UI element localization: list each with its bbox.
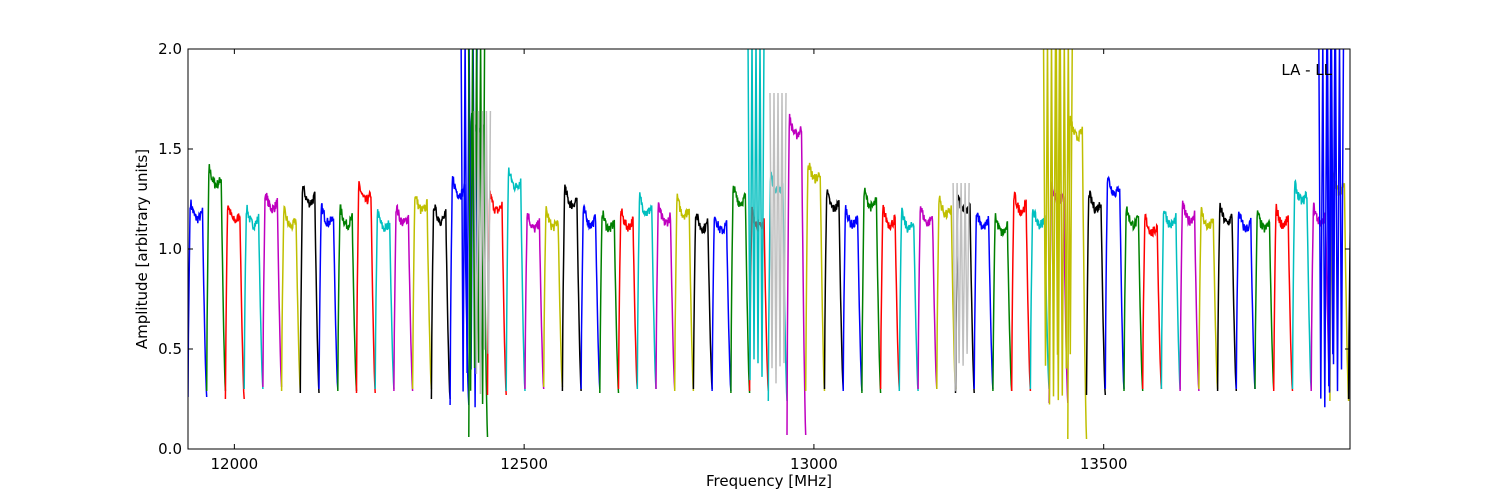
rfi-spike [473, 110, 492, 395]
channel-curve [524, 212, 545, 390]
channel-curve [355, 181, 376, 394]
channel-curve [224, 205, 245, 400]
channel-curve [374, 209, 395, 390]
y-tick-label: 2.0 [158, 40, 182, 58]
y-tick-label: 0.5 [158, 340, 182, 358]
channel-curve [411, 196, 433, 390]
channel-curve [917, 206, 938, 390]
rfi-spike [769, 92, 787, 384]
channel-curve [1141, 213, 1163, 390]
channel-curve [861, 187, 882, 394]
y-tick-label: 0.0 [158, 440, 182, 458]
x-tick-label: 13500 [1080, 455, 1128, 473]
channel-curve [1010, 191, 1032, 392]
channel-curve [804, 162, 826, 392]
channel-curve [449, 175, 470, 406]
channel-curve [505, 167, 526, 392]
channel-curve [393, 203, 414, 392]
y-axis-label: Amplitude [arbitrary units] [133, 149, 151, 349]
rfi-spike [747, 49, 765, 381]
channel-curve [1291, 179, 1312, 390]
channel-curve [299, 185, 320, 394]
channel-curve [673, 193, 695, 392]
channel-curve [1235, 211, 1256, 390]
channel-curve [992, 213, 1013, 392]
chart-annotation: LA - LL [1281, 61, 1332, 79]
rfi-spike [1055, 49, 1073, 401]
channel-curve [879, 204, 901, 390]
rfi-spike [1326, 49, 1345, 393]
y-tick-label: 1.5 [158, 140, 182, 158]
channel-curve [1198, 206, 1219, 390]
channel-curve [542, 206, 564, 388]
channel-curve [1254, 210, 1275, 390]
channel-curve [188, 199, 208, 398]
channel-curve [243, 204, 264, 390]
channel-curve [1085, 190, 1107, 396]
x-tick-label: 12000 [211, 455, 259, 473]
channel-curve [898, 207, 919, 392]
channel-curve [1179, 200, 1200, 392]
channel-curve [730, 185, 751, 394]
x-tick-label: 12500 [500, 455, 548, 473]
channel-curve [599, 210, 620, 394]
series-layer [188, 49, 1350, 440]
channel-curve [1216, 202, 1238, 392]
channel-curve [842, 205, 863, 392]
channel-curve [280, 205, 302, 392]
x-tick-label: 13000 [790, 455, 838, 473]
channel-curve [936, 195, 957, 390]
channel-curve [318, 203, 339, 390]
channel-curve [1123, 206, 1144, 392]
ticks-layer: 12000 12500 13000 13500 0.0 0.5 1.0 1.5 2.0 [158, 40, 1350, 473]
channel-curve [486, 190, 507, 396]
channel-curve [655, 202, 676, 390]
rfi-spike [952, 182, 970, 392]
channel-curve [205, 164, 227, 392]
channel-curve [561, 184, 582, 392]
channel-curve [973, 212, 994, 390]
channel-curve [823, 189, 844, 390]
channel-curve [786, 113, 807, 436]
y-tick-label: 1.0 [158, 240, 182, 258]
channel-curve [692, 213, 713, 390]
channel-curve [1160, 210, 1181, 390]
channel-curve [1272, 203, 1294, 392]
channel-curve [580, 203, 601, 390]
channel-curve [711, 216, 732, 392]
channel-curve [617, 208, 639, 390]
x-axis-label: Frequency [MHz] [706, 472, 832, 490]
channel-curve [1067, 115, 1088, 440]
channel-curve [262, 192, 283, 388]
channel-curve [636, 192, 657, 390]
channel-curve [1104, 175, 1125, 390]
channel-curve [337, 204, 358, 392]
channel-curve [430, 204, 451, 400]
